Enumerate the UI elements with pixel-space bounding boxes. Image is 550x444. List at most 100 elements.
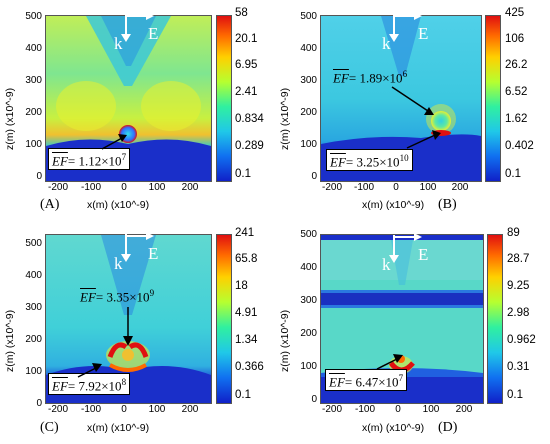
enhancement-factor-box: EF= 1.12×107 [48, 148, 131, 171]
panel-c: z(m) (x10^-9) 500 400 300 200 100 0 [0, 222, 275, 444]
panel-label: (B) [438, 197, 457, 212]
y-tick: 0 [36, 171, 42, 182]
y-tick: 400 [300, 43, 317, 54]
x-tick: 0 [393, 182, 399, 193]
y-tick: 200 [300, 107, 317, 118]
e-field-label: E [148, 24, 159, 43]
colorbar-tick: 0.1 [235, 389, 251, 401]
x-axis-label: x(m) (x10^-9) [87, 199, 150, 211]
panel-label: (A) [40, 197, 60, 212]
e-field-label: E [148, 244, 159, 263]
ef-exponent: 9 [149, 288, 155, 298]
ef-exponent: 10 [399, 153, 409, 163]
x-axis-label: x(m) (x10^-9) [362, 199, 425, 211]
ef-value: = 1.12×10 [67, 153, 122, 169]
x-tick: 100 [422, 404, 440, 415]
colorbar [487, 234, 503, 404]
y-tick: 300 [25, 75, 42, 86]
y-axis-label: z(m) (x10^-9) [4, 87, 16, 150]
k-vector-label: k [382, 34, 391, 53]
colorbar-tick: 0.1 [235, 168, 251, 180]
ef-symbol: EF [80, 289, 96, 305]
colorbar-tick: 18 [235, 280, 248, 292]
pointer-arrow [406, 130, 441, 149]
x-tick: 200 [181, 182, 199, 193]
ef-value: = 1.89×10 [348, 70, 403, 86]
colorbar-tick: 1.62 [505, 113, 528, 125]
enhancement-factor-box: EF= 3.25×1010 [326, 149, 413, 172]
ef-symbol: EF [333, 70, 349, 86]
ef-symbol: EF [52, 153, 68, 169]
x-tick: 0 [395, 404, 401, 415]
colorbar-tick: 2.98 [507, 307, 530, 319]
colorbar-tick: 425 [505, 7, 525, 19]
y-tick: 400 [300, 262, 317, 273]
wave-vector-arrows [389, 233, 422, 263]
y-tick: 0 [311, 394, 317, 405]
y-axis-label: z(m) (x10^-9) [279, 87, 291, 150]
y-axis-label: z(m) (x10^-9) [279, 309, 291, 372]
x-tick: 200 [181, 404, 199, 415]
colorbar-tick: 6.52 [505, 86, 528, 98]
x-axis-label: x(m) (x10^-9) [87, 422, 150, 434]
ef-symbol: EF [330, 154, 346, 170]
colorbar-tick: 20.1 [235, 33, 258, 45]
y-tick: 100 [300, 361, 317, 372]
k-vector-label: k [114, 254, 123, 273]
x-tick: -200 [321, 404, 342, 415]
panel-label: (D) [438, 420, 458, 435]
colorbar-tick: 0.962 [507, 334, 536, 346]
pointer-arrow [123, 307, 133, 346]
colorbar [216, 15, 232, 182]
enhancement-factor-text: EF= 3.35×109 [80, 288, 154, 305]
y-tick: 500 [300, 229, 317, 240]
colorbar-tick: 65.8 [235, 253, 258, 265]
e-field-label: E [418, 245, 429, 264]
colorbar [485, 15, 501, 182]
x-tick: 0 [121, 404, 127, 415]
panel-b: z(m) (x10^-9) 500 400 300 200 100 0 [275, 0, 550, 222]
ef-exponent: 8 [121, 377, 127, 387]
colorbar-tick: 89 [507, 227, 520, 239]
colorbar-tick: 6.95 [235, 59, 258, 71]
panel-label: (C) [40, 420, 59, 435]
k-vector-label: k [382, 255, 391, 274]
ef-value: = 3.35×10 [95, 289, 150, 305]
colorbar-tick: 0.1 [507, 389, 523, 401]
colorbar [216, 234, 232, 404]
enhancement-factor-text: EF= 1.89×106 [333, 69, 407, 86]
x-tick: -100 [80, 404, 101, 415]
colorbar-tick: 0.366 [235, 361, 264, 373]
enhancement-factor-box: EF= 7.92×108 [48, 373, 131, 396]
colorbar-tick: 0.31 [507, 361, 530, 373]
y-tick: 100 [300, 139, 317, 150]
y-axis-label: z(m) (x10^-9) [4, 309, 16, 372]
colorbar-tick: 0.402 [505, 140, 534, 152]
colorbar-tick: 26.2 [505, 59, 528, 71]
y-tick: 500 [25, 11, 42, 22]
colorbar-tick: 2.41 [235, 86, 258, 98]
x-axis-label: x(m) (x10^-9) [362, 422, 425, 434]
pointer-arrow [101, 134, 127, 150]
colorbar-tick: 241 [235, 227, 255, 239]
y-tick: 200 [25, 334, 42, 345]
y-tick: 0 [311, 171, 317, 182]
colorbar-tick: 4.91 [235, 307, 258, 319]
wave-vector-arrows [121, 232, 154, 262]
x-tick: -200 [47, 404, 68, 415]
colorbar-tick: 0.289 [235, 140, 264, 152]
ef-exponent: 6 [402, 69, 408, 79]
y-tick: 500 [300, 11, 317, 22]
colorbar-tick: 28.7 [507, 253, 530, 265]
x-tick: -100 [80, 182, 101, 193]
panel-a: z(m) (x10^-9) 500 400 300 200 100 0 [0, 0, 275, 222]
ef-value: = 3.25×10 [345, 154, 400, 170]
x-tick: -200 [47, 182, 68, 193]
pointer-arrow [77, 363, 102, 378]
colorbar-tick: 106 [505, 33, 525, 45]
y-tick: 400 [25, 43, 42, 54]
y-tick: 500 [25, 238, 42, 249]
y-tick: 400 [25, 270, 42, 281]
y-tick: 300 [300, 75, 317, 86]
x-tick: 100 [148, 404, 166, 415]
